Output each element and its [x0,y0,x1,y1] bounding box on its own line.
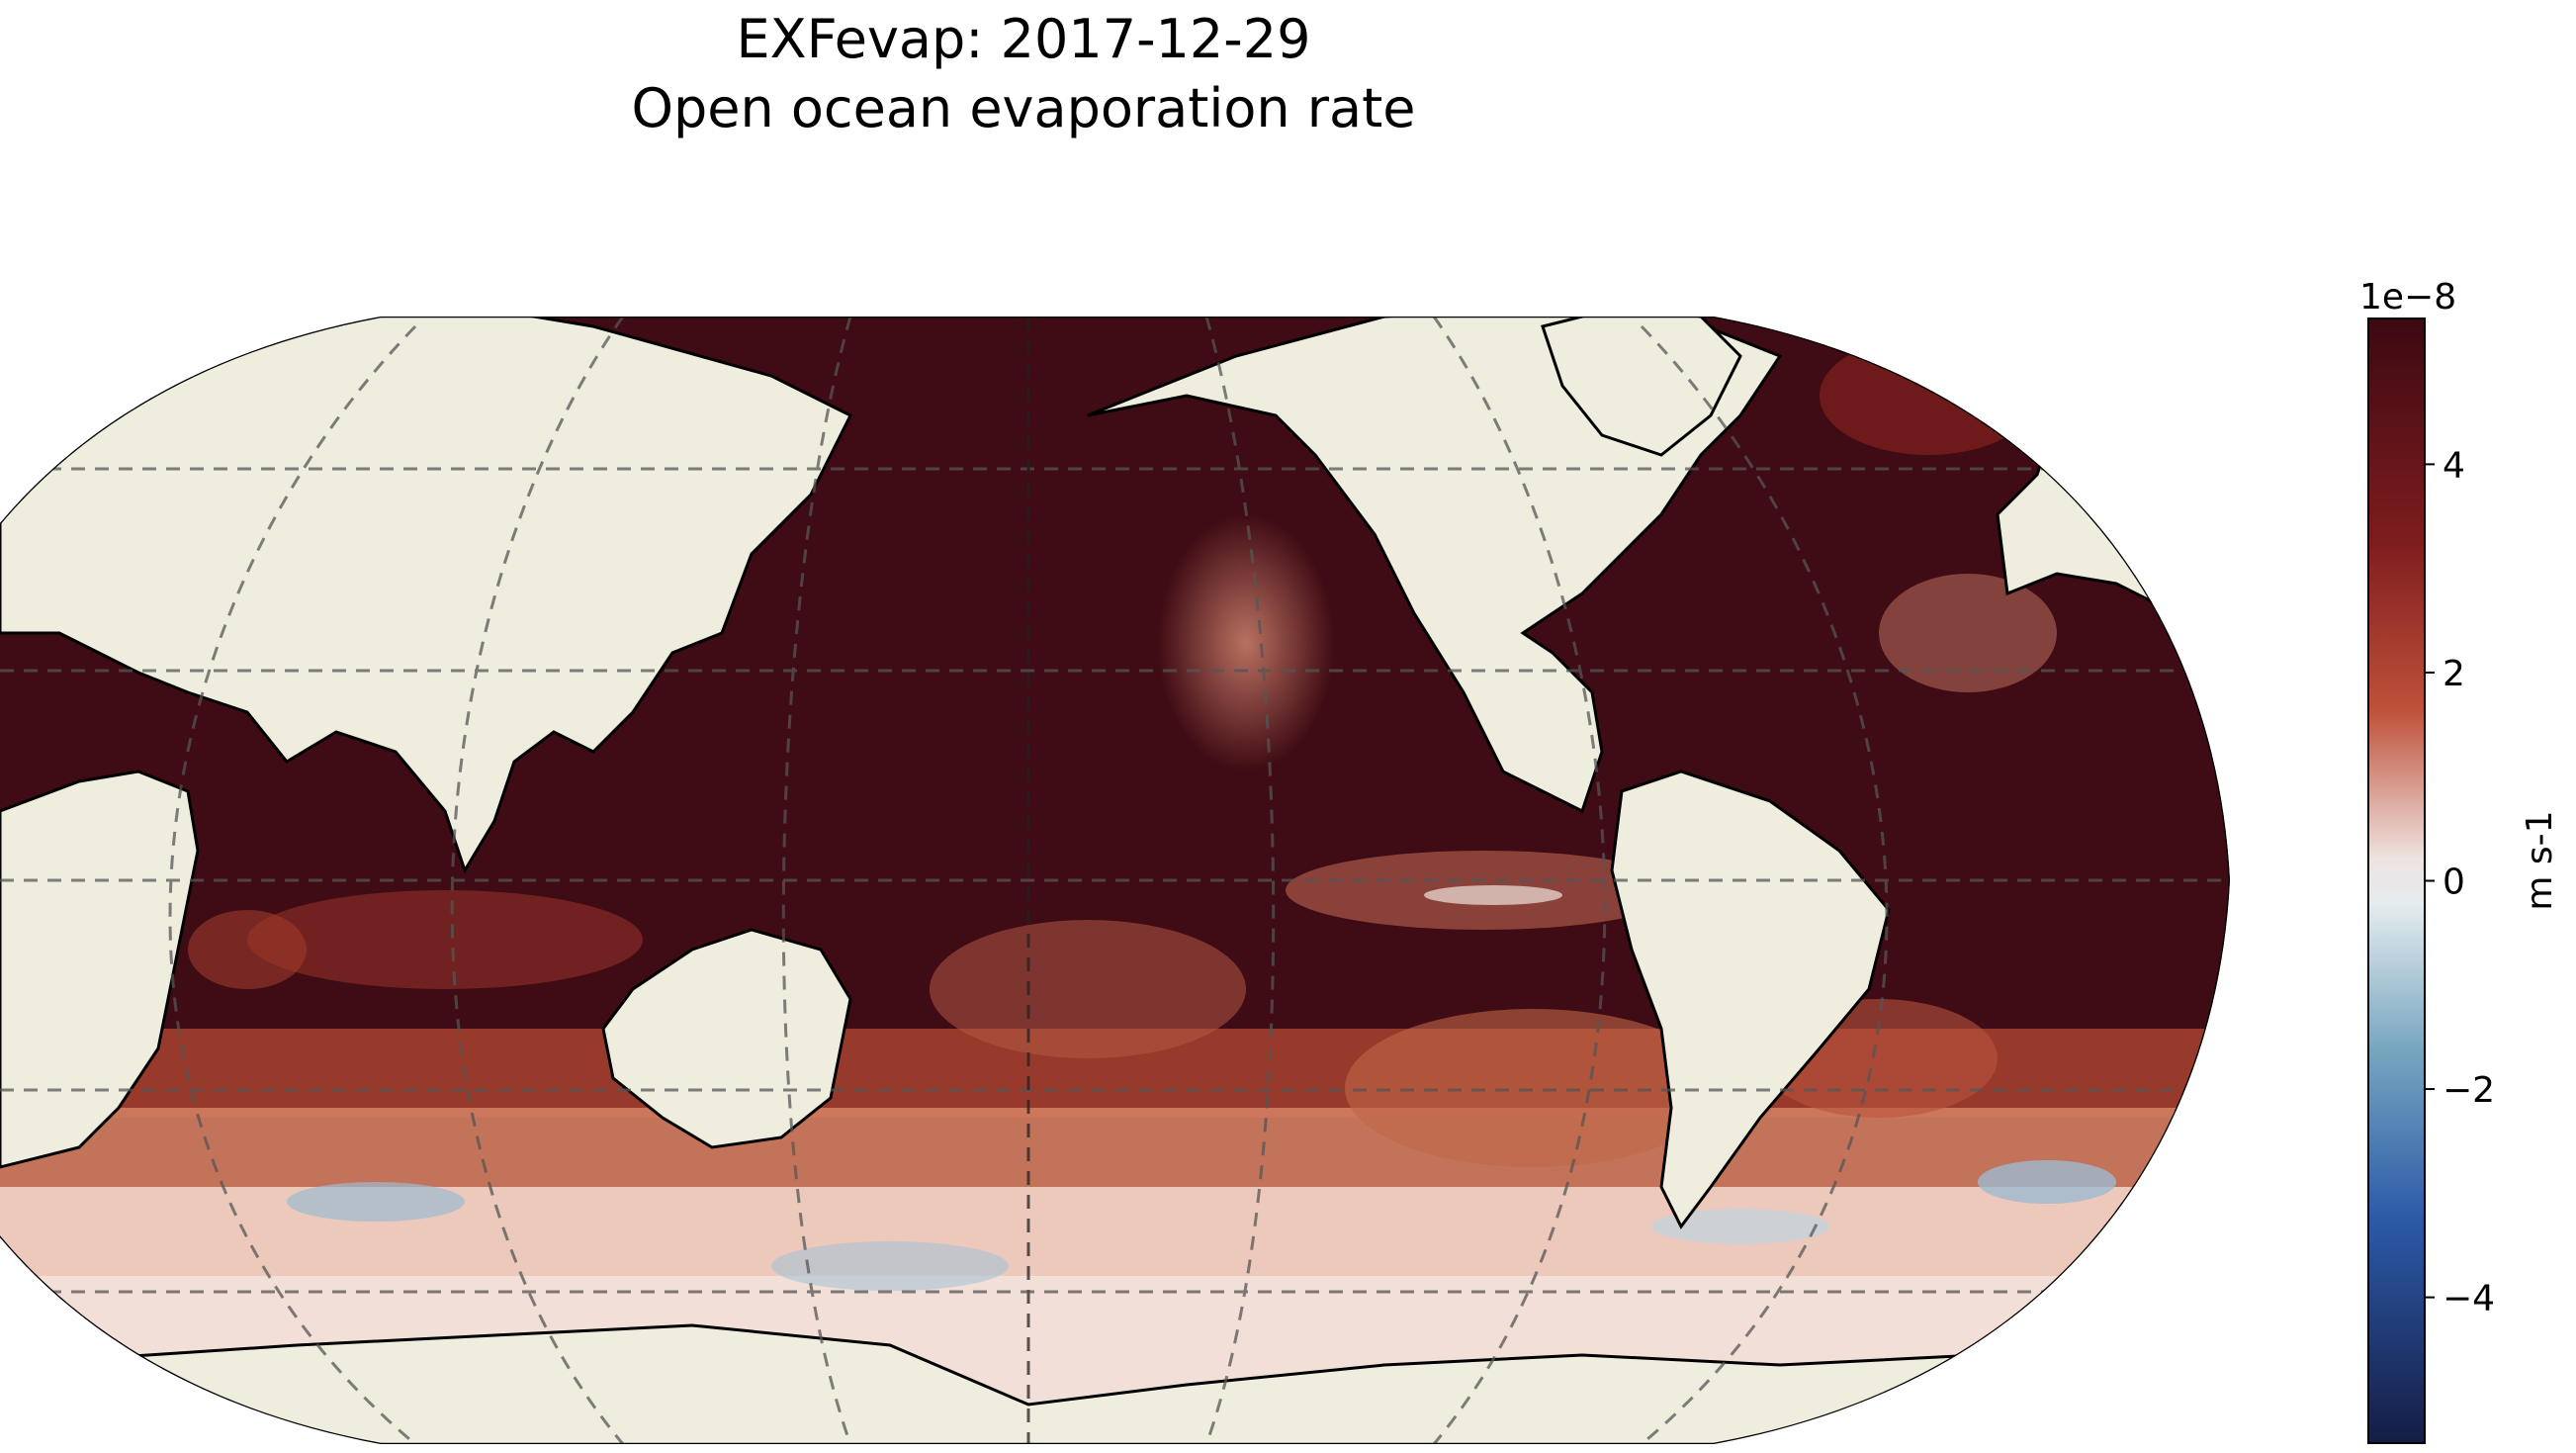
colorbar-tick-label: 2 [2443,654,2465,694]
colorbar-tick-label: −4 [2443,1279,2495,1319]
colorbar-label: m s-1 [2520,810,2560,910]
colorbar-tick-label: −2 [2443,1070,2495,1111]
globe-outline [0,317,2230,1444]
colorbar-tick-label: 4 [2443,445,2465,486]
map-title-description: Open ocean evaporation rate [631,77,1416,139]
colorbar: 1e−8 4 2 0 −2 −4 m s-1 [2359,277,2560,1444]
map-title-variable-date: EXFevap: 2017-12-29 [736,8,1311,70]
land-masses [0,317,2230,1444]
colorbar-tick-label: 0 [2443,863,2465,903]
graticule [0,317,2230,1444]
colorbar-offset-text: 1e−8 [2359,277,2456,318]
colorbar-gradient [2367,318,2426,1444]
